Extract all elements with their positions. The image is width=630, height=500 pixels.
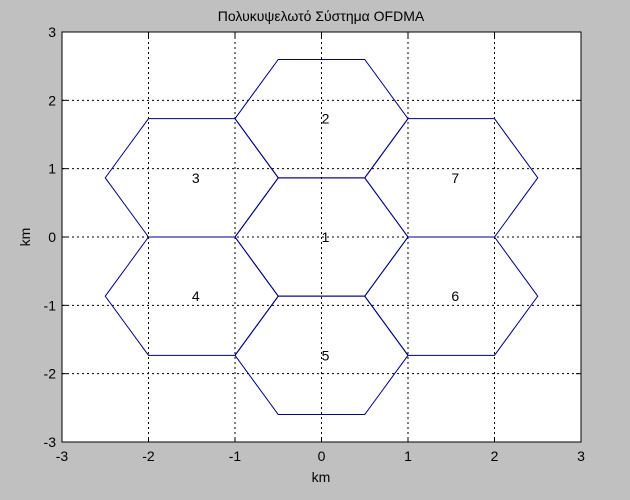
x-axis-label: km [312,469,331,485]
y-tick-label: -3 [44,434,57,450]
cell-label-5: 5 [322,347,330,363]
cell-label-7: 7 [451,170,459,186]
cell-label-1: 1 [322,229,330,245]
x-tick-label: 3 [577,448,585,464]
cell-label-6: 6 [451,288,459,304]
x-tick-label: -2 [142,448,155,464]
y-tick-label: 3 [48,24,56,40]
cell-label-4: 4 [192,288,200,304]
chart-title: Πολυκυψελωτό Σύστημα OFDMA [218,8,425,24]
x-tick-label: 2 [491,448,499,464]
cell-label-layer: 1 2 3 4 5 6 7 [192,111,460,364]
y-tick-label: -2 [44,366,57,382]
x-tick-label: -1 [229,448,242,464]
cell-label-3: 3 [192,170,200,186]
x-tick-label: 0 [318,448,326,464]
hexagon-layer [104,58,539,416]
y-axis-label: km [17,228,33,247]
y-tick-label: 1 [48,161,56,177]
x-tick-label: -3 [56,448,69,464]
y-tick-label: -1 [44,297,57,313]
tick-layer: -3 -2 -1 0 1 2 3 -3 -2 -1 0 1 2 3 [44,24,586,464]
cell-label-2: 2 [322,111,330,127]
x-tick-label: 1 [404,448,412,464]
y-tick-label: 2 [48,92,56,108]
hexagon-cell-7 [364,118,539,238]
y-tick-label: 0 [48,229,56,245]
